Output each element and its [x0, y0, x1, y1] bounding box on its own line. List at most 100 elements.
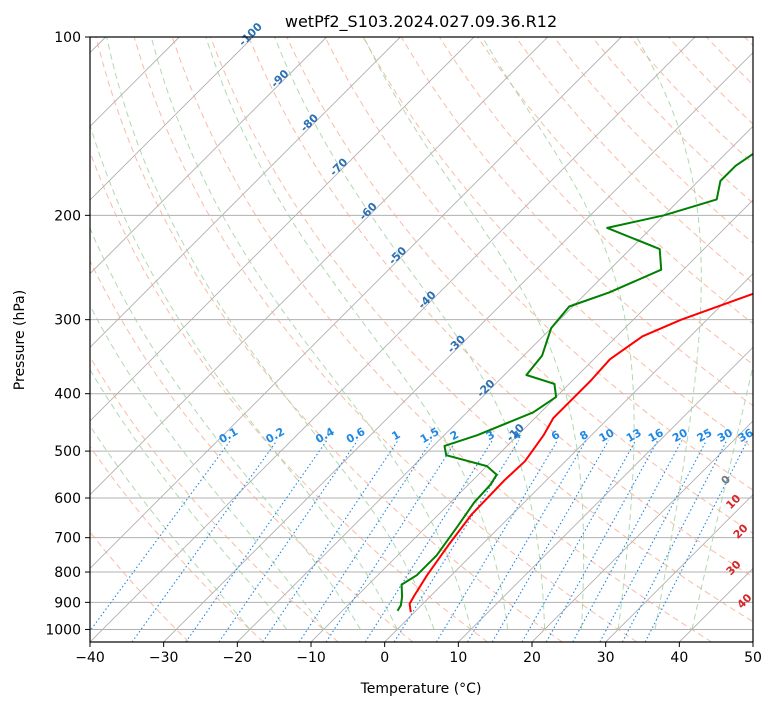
moist-adiabat-line: [90, 304, 325, 630]
moist-adiabat-line: [481, 37, 635, 630]
isotherm-gridline: [90, 37, 696, 642]
plot-frame: [89, 36, 754, 643]
x-tick-label: 30: [597, 650, 615, 666]
isotherm-label: -50: [386, 244, 409, 267]
x-tick-label: −20: [223, 650, 253, 666]
x-tick-label: 50: [744, 650, 762, 666]
isotherm-gridline: [163, 52, 753, 642]
temperature-profile: [408, 292, 753, 613]
isotherm-label: -20: [474, 377, 497, 400]
dry-adiabat-line: [515, 37, 753, 284]
mixing-ratio-label: 0.2: [263, 425, 286, 446]
y-tick-label: 800: [54, 565, 81, 581]
isotherm-label: -60: [357, 200, 380, 223]
x-tick-label: 0: [380, 650, 389, 666]
mixing-ratio-label: 10: [597, 426, 617, 445]
mixing-ratio-line: [435, 440, 558, 642]
isotherm-label: -40: [415, 288, 438, 311]
chart-title: wetPf2_S103.2024.027.09.36.R12: [285, 12, 557, 32]
isotherm-label: -100: [236, 20, 265, 49]
moist-adiabat-line: [363, 37, 585, 630]
mixing-ratio-line: [185, 440, 328, 642]
dry-adiabat-line: [591, 37, 753, 204]
mixing-ratio-line: [491, 440, 609, 642]
y-axis-label: Pressure (hPa): [12, 290, 28, 390]
dry-adiabat-line: [553, 37, 753, 244]
isotherm-gridline: [531, 420, 753, 642]
isotherm-gridline: [90, 37, 401, 348]
y-tick-label: 400: [54, 387, 81, 403]
moist-adiabat-line: [636, 37, 702, 630]
mixing-ratio-label: 13: [624, 426, 644, 445]
y-tick-label: 200: [54, 208, 81, 224]
y-tick-label: 300: [54, 313, 81, 329]
y-tick-label: 100: [54, 30, 81, 46]
y-tick-label: 700: [54, 531, 81, 547]
isotherm-gridline: [679, 567, 753, 642]
x-tick-label: 20: [523, 650, 541, 666]
y-tick-label: 600: [54, 491, 81, 507]
mixing-ratio-label: 3: [484, 428, 497, 443]
y-axis: 100 200 300 400 500 600 700 800 900 1000: [45, 30, 90, 638]
isotherm-gridline: [90, 37, 548, 496]
reference-line-labels: 0.1 0.2 0.4 0.6 1 1.5 2 3 4 6 8 10 13 16 20 25 30 36-100-…: [217, 20, 756, 611]
moist-adiabat-line: [90, 123, 398, 630]
moist-adiabat-line: [691, 363, 753, 630]
moist-adiabat-line: [205, 37, 509, 630]
dry-adiabat-line: [668, 37, 753, 125]
moist-adiabat-line: [274, 37, 546, 630]
sounding-profiles: [396, 152, 753, 613]
dry-adiabat-line: [90, 356, 339, 642]
isotherm-gridline: [458, 346, 753, 642]
dry-adiabat-line: [90, 445, 264, 642]
mixing-ratio-line: [521, 440, 637, 642]
mixing-ratio-label: 25: [695, 426, 715, 445]
isotherm-gridline: [90, 37, 622, 569]
isotherm-gridline: [384, 273, 753, 642]
dewpoint-profile: [396, 152, 753, 612]
dry-adiabat-line: [90, 531, 190, 642]
x-tick-label: −40: [75, 650, 105, 666]
dry-adiabat-line: [210, 37, 753, 623]
mixing-ratio-line: [298, 440, 432, 642]
x-tick-label: −10: [296, 650, 326, 666]
isotherm-label: -30: [445, 332, 468, 355]
mixing-ratio-line: [131, 440, 278, 642]
dry-adiabat-line: [90, 150, 488, 642]
dry-adiabat-label: 40: [735, 591, 755, 611]
dry-adiabat-line: [744, 37, 753, 47]
dry-adiabat-label: 20: [731, 521, 751, 541]
mixing-ratio-line: [364, 440, 493, 642]
moist-adiabat-line: [90, 226, 361, 630]
x-axis: −40 −30 −20 −10 0 10 20 30 40 50: [75, 642, 762, 666]
dry-adiabat-line: [324, 37, 753, 491]
x-tick-label: 40: [670, 650, 688, 666]
dry-adiabat-label: 10: [723, 492, 743, 512]
mixing-ratio-label: 0.6: [344, 425, 368, 446]
x-tick-label: −30: [149, 650, 179, 666]
y-tick-label: 900: [54, 595, 81, 611]
mixing-ratio-line: [393, 440, 520, 642]
mixing-ratio-line: [325, 440, 457, 642]
dry-adiabat-line: [248, 37, 753, 578]
isotherm-gridline: [90, 37, 475, 422]
y-tick-label: 1000: [45, 622, 81, 638]
isotherm-gridline: [90, 37, 327, 275]
moist-adiabat-line: [90, 368, 288, 630]
x-axis-label: Temperature (°C): [360, 681, 482, 697]
mixing-ratio-label: 0.4: [313, 425, 337, 446]
mixing-ratio-label: 1: [390, 428, 403, 443]
isotherm-gridline: [90, 37, 254, 201]
mixing-ratio-label: 8: [577, 428, 590, 443]
dry-adiabat-line: [95, 37, 563, 642]
mixing-ratio-label: 20: [670, 426, 690, 445]
y-tick-label: 500: [54, 444, 81, 460]
isotherm-label: -10: [504, 421, 527, 444]
isotherm-gridline: [237, 125, 753, 642]
moist-adiabat-line: [90, 424, 251, 630]
dry-adiabat-line: [477, 37, 753, 325]
mixing-ratio-line: [644, 440, 748, 642]
moist-adiabat-line: [150, 37, 472, 630]
dry-adiabat-label: 30: [724, 558, 744, 578]
